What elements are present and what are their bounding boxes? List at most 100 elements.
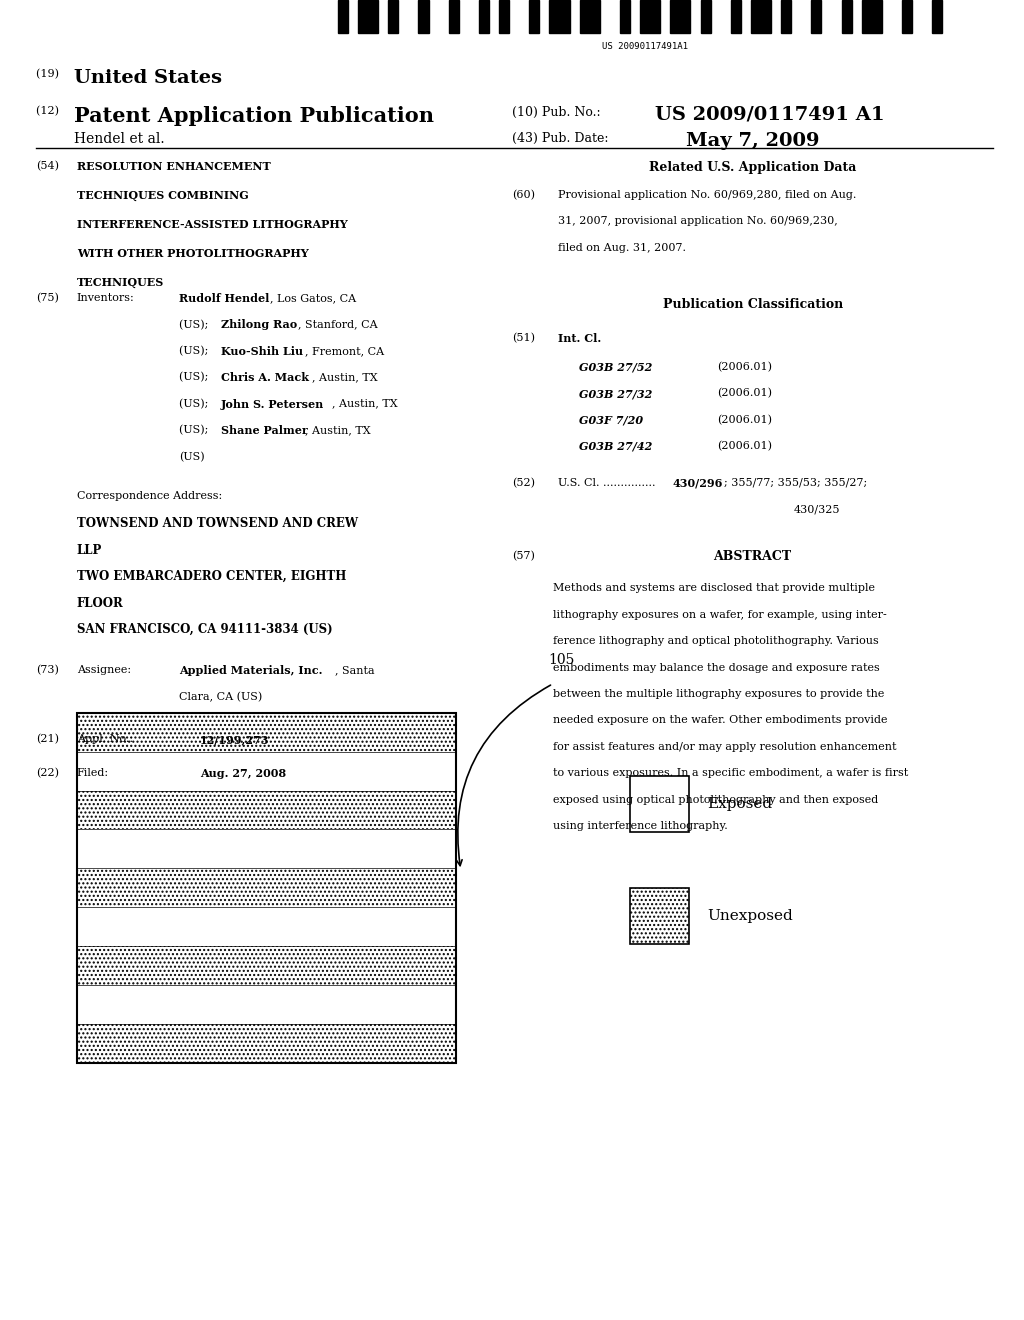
Text: U.S. Cl. ...............: U.S. Cl. ............... xyxy=(558,478,659,488)
Text: for assist features and/or may apply resolution enhancement: for assist features and/or may apply res… xyxy=(553,742,896,752)
Text: 12/199,273: 12/199,273 xyxy=(200,734,269,744)
Text: Int. Cl.: Int. Cl. xyxy=(558,333,601,343)
Bar xyxy=(811,0,821,33)
Text: FLOOR: FLOOR xyxy=(77,597,124,610)
Text: (US);: (US); xyxy=(179,372,212,383)
Text: (75): (75) xyxy=(36,293,58,304)
Text: Applied Materials, Inc.: Applied Materials, Inc. xyxy=(179,665,323,676)
Text: (US);: (US); xyxy=(179,425,212,436)
Text: Correspondence Address:: Correspondence Address: xyxy=(77,491,222,502)
Text: (52): (52) xyxy=(512,478,535,488)
Text: (57): (57) xyxy=(512,550,535,561)
Text: G03B 27/42: G03B 27/42 xyxy=(579,441,652,451)
Text: (12): (12) xyxy=(36,106,62,116)
Text: G03F 7/20: G03F 7/20 xyxy=(579,414,643,425)
Text: Kuo-Shih Liu: Kuo-Shih Liu xyxy=(221,346,303,356)
Text: 105: 105 xyxy=(548,653,574,667)
Text: G03B 27/32: G03B 27/32 xyxy=(579,388,652,399)
Text: (21): (21) xyxy=(36,734,58,744)
Text: Rudolf Hendel: Rudolf Hendel xyxy=(179,293,269,304)
Text: TWO EMBARCADERO CENTER, EIGHTH: TWO EMBARCADERO CENTER, EIGHTH xyxy=(77,570,346,583)
Bar xyxy=(77,713,456,751)
Text: US 2009/0117491 A1: US 2009/0117491 A1 xyxy=(655,106,885,124)
Bar xyxy=(479,0,489,33)
Text: TECHNIQUES COMBINING: TECHNIQUES COMBINING xyxy=(77,190,249,201)
Text: , Fremont, CA: , Fremont, CA xyxy=(304,346,384,356)
Bar xyxy=(77,985,456,1024)
Text: between the multiple lithography exposures to provide the: between the multiple lithography exposur… xyxy=(553,689,885,700)
Text: (US);: (US); xyxy=(179,346,212,356)
Text: US 20090117491A1: US 20090117491A1 xyxy=(602,42,688,51)
Text: Hendel et al.: Hendel et al. xyxy=(74,132,165,147)
Bar xyxy=(620,0,630,33)
Bar xyxy=(77,829,456,869)
Bar xyxy=(388,0,398,33)
Text: Shane Palmer: Shane Palmer xyxy=(221,425,308,436)
Text: (2006.01): (2006.01) xyxy=(717,388,772,399)
Text: May 7, 2009: May 7, 2009 xyxy=(686,132,819,150)
Text: LLP: LLP xyxy=(77,544,102,557)
Bar xyxy=(932,0,942,33)
Text: embodiments may balance the dosage and exposure rates: embodiments may balance the dosage and e… xyxy=(553,663,880,673)
Text: (US);: (US); xyxy=(179,399,212,409)
Text: Filed:: Filed: xyxy=(77,768,109,779)
Bar xyxy=(640,0,660,33)
Bar xyxy=(751,0,771,33)
Text: Zhilong Rao: Zhilong Rao xyxy=(221,319,297,330)
Text: Appl. No.:: Appl. No.: xyxy=(77,734,133,744)
Text: INTERFERENCE-ASSISTED LITHOGRAPHY: INTERFERENCE-ASSISTED LITHOGRAPHY xyxy=(77,219,347,230)
Bar xyxy=(550,0,569,33)
Bar xyxy=(77,1024,456,1063)
Text: filed on Aug. 31, 2007.: filed on Aug. 31, 2007. xyxy=(558,243,686,253)
Text: G03B 27/52: G03B 27/52 xyxy=(579,362,652,372)
Text: , Austin, TX: , Austin, TX xyxy=(333,399,398,409)
Text: Exposed: Exposed xyxy=(708,797,773,810)
Text: Aug. 27, 2008: Aug. 27, 2008 xyxy=(200,768,286,779)
Text: Provisional application No. 60/969,280, filed on Aug.: Provisional application No. 60/969,280, … xyxy=(558,190,856,201)
Bar xyxy=(77,869,456,907)
Text: , Austin, TX: , Austin, TX xyxy=(311,372,377,383)
Text: using interference lithography.: using interference lithography. xyxy=(553,821,728,832)
Text: , Austin, TX: , Austin, TX xyxy=(304,425,370,436)
Bar xyxy=(77,791,456,829)
Bar xyxy=(358,0,378,33)
Bar xyxy=(338,0,348,33)
Bar xyxy=(700,0,711,33)
Text: (73): (73) xyxy=(36,665,58,676)
Text: TOWNSEND AND TOWNSEND AND CREW: TOWNSEND AND TOWNSEND AND CREW xyxy=(77,517,358,531)
Text: (60): (60) xyxy=(512,190,535,201)
Text: (10) Pub. No.:: (10) Pub. No.: xyxy=(512,106,608,119)
Text: Related U.S. Application Data: Related U.S. Application Data xyxy=(649,161,856,174)
Text: (54): (54) xyxy=(36,161,58,172)
Text: Methods and systems are disclosed that provide multiple: Methods and systems are disclosed that p… xyxy=(553,583,874,594)
Text: Inventors:: Inventors: xyxy=(77,293,134,304)
Bar xyxy=(842,0,852,33)
Text: to various exposures. In a specific embodiment, a wafer is first: to various exposures. In a specific embo… xyxy=(553,768,908,779)
Text: (43) Pub. Date:: (43) Pub. Date: xyxy=(512,132,608,145)
Text: (US): (US) xyxy=(179,451,205,462)
Bar xyxy=(77,751,456,791)
Text: Publication Classification: Publication Classification xyxy=(663,298,843,312)
Bar xyxy=(77,946,456,985)
Bar xyxy=(499,0,509,33)
Text: Clara, CA (US): Clara, CA (US) xyxy=(179,692,262,702)
Bar xyxy=(630,888,689,944)
Text: Chris A. Mack: Chris A. Mack xyxy=(221,372,309,383)
Text: Patent Application Publication: Patent Application Publication xyxy=(74,106,434,125)
Text: Assignee:: Assignee: xyxy=(77,665,131,676)
Bar xyxy=(529,0,540,33)
Bar xyxy=(861,0,882,33)
Bar xyxy=(902,0,912,33)
Text: ; 355/77; 355/53; 355/27;: ; 355/77; 355/53; 355/27; xyxy=(724,478,867,488)
Text: (51): (51) xyxy=(512,333,535,343)
Bar xyxy=(77,713,456,1063)
Bar xyxy=(580,0,600,33)
Bar xyxy=(419,0,429,33)
Text: TECHNIQUES: TECHNIQUES xyxy=(77,277,164,288)
Text: (2006.01): (2006.01) xyxy=(717,441,772,451)
Text: ABSTRACT: ABSTRACT xyxy=(714,550,792,564)
Text: (2006.01): (2006.01) xyxy=(717,362,772,372)
Text: (US);: (US); xyxy=(179,319,212,330)
Text: , Santa: , Santa xyxy=(335,665,375,676)
Bar xyxy=(731,0,740,33)
